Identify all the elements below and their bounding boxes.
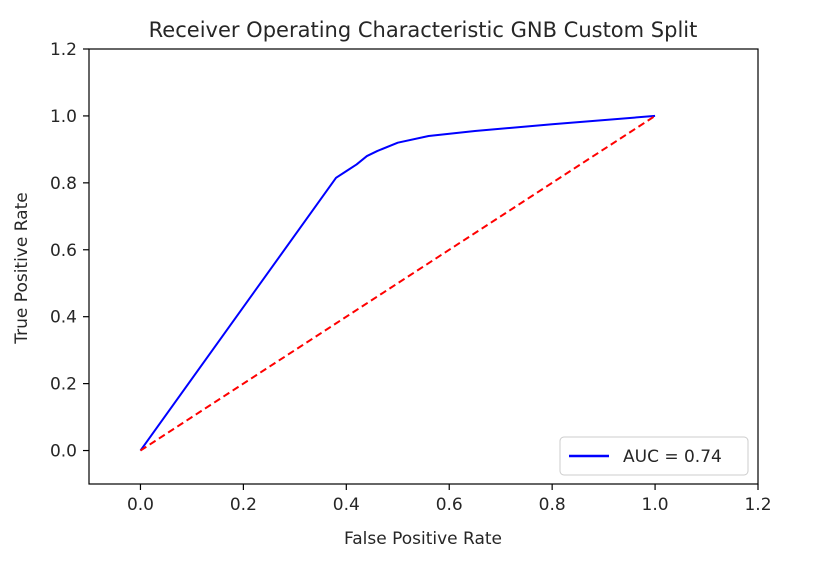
y-tick-label: 1.2 [50,40,77,60]
axes-frame [88,48,759,485]
plot-area [88,48,759,485]
legend-entry-label: AUC = 0.74 [623,447,722,467]
x-tick-label: 1.2 [744,495,771,515]
x-tick-label: 1.0 [642,495,669,515]
y-axis-label: True Positive Rate [12,192,32,344]
y-tick-label: 1.0 [50,107,77,127]
x-tick-label: 0.6 [436,495,463,515]
x-tick-label: 0.8 [539,495,566,515]
legend: AUC = 0.74 [559,436,749,476]
y-tick-label: 0.0 [50,442,77,462]
roc-curve-line [139,114,656,452]
diagonal-reference-line [139,115,656,452]
x-tick-label: 0.0 [127,495,154,515]
legend-box [559,436,749,476]
x-axis-label: False Positive Rate [344,529,502,549]
y-tick-label: 0.4 [50,308,77,328]
y-tick-label: 0.8 [50,174,77,194]
chart-title: Receiver Operating Characteristic GNB Cu… [149,18,698,42]
axis-ticks: 0.0 0.2 0.4 0.6 0.8 1.0 1.2 0.0 0.2 0.4 0.6 0.8 1.0 1… [50,40,772,515]
y-tick-label: 0.6 [50,241,77,261]
x-tick-label: 0.2 [230,495,257,515]
x-tick-label: 0.4 [333,495,360,515]
y-tick-label: 0.2 [50,375,77,395]
